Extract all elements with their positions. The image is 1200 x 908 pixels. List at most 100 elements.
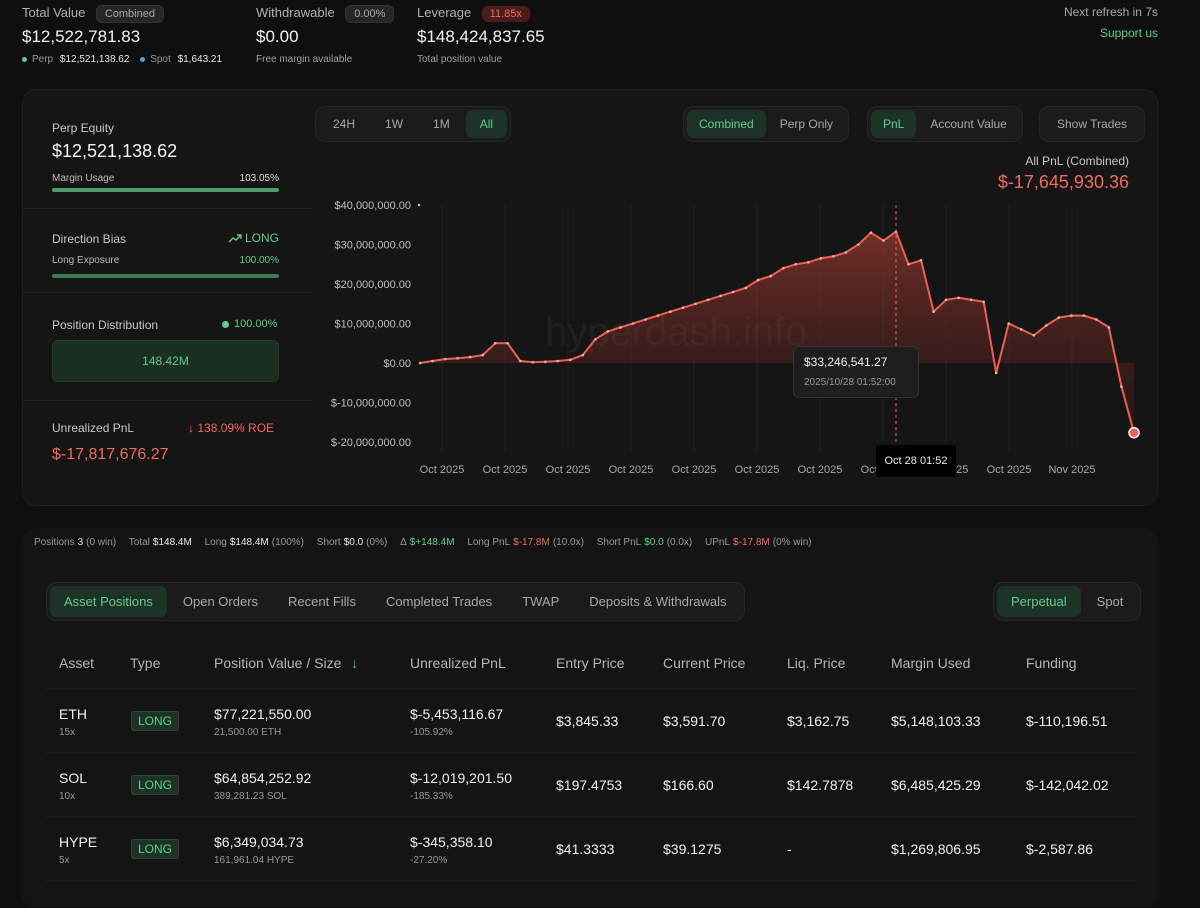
leverage-value: $148,424,837.65 [417,27,545,46]
arrow-down-icon: ↓ [188,421,194,435]
liq-price: - [787,841,792,857]
position-size: 161,961.04 HYPE [214,855,295,866]
range-tab-24h[interactable]: 24H [333,117,356,131]
total-value-label: Total Value [22,5,86,20]
pnl-point [594,338,597,341]
leverage: 15x [59,727,76,738]
table-tab-deposits-withdrawals[interactable]: Deposits & Withdrawals [589,594,727,609]
pnl-point [731,290,735,294]
table-tab-asset-positions[interactable]: Asset Positions [50,586,167,617]
y-tick-label: $0.00 [383,358,411,370]
stat-upnl-value: $-17.8M [733,537,770,548]
col-asset[interactable]: Asset [59,655,95,671]
asset-name: ETH [59,706,87,722]
table-tab-recent-fills[interactable]: Recent Fills [288,594,356,609]
distribution-percent-text: 100.00% [234,318,278,330]
pnl-point [756,278,760,282]
pnl-point [1070,314,1073,317]
metric-tabs: PnL Account Value [867,106,1023,142]
show-trades-button[interactable]: Show Trades [1057,117,1128,131]
pnl-point [819,257,823,260]
unrealized-pnl: $-5,453,116.67 [410,706,504,722]
position-value: $77,221,550.00 [214,706,312,722]
divider [23,208,313,209]
divider [23,400,313,401]
liq-price: $3,162.75 [787,713,850,729]
withdrawable-block: Withdrawable 0.00% [256,4,395,23]
current-pnl-dot [1128,426,1140,439]
direction-bias-label: Direction Bias [52,232,127,246]
pnl-point [681,306,685,310]
roe-value-text: 138.09% ROE [197,421,275,435]
total-value: $12,522,781.83 [22,27,141,46]
sort-down-icon: ↓ [351,655,359,671]
y-tick-label: $20,000,000.00 [335,279,411,291]
pnl-point [669,310,672,313]
perp-equity-label: Perp Equity [52,121,115,135]
table-tab-open-orders[interactable]: Open Orders [182,594,259,609]
pnl-point [1045,324,1048,327]
stat-positions-label: Positions [34,537,75,548]
leverage-label: Leverage [417,5,472,20]
margin-usage-bar [52,188,279,192]
pnl-point [807,260,810,264]
pnl-point [744,286,747,290]
table-tab-twap[interactable]: TWAP [522,594,560,609]
range-tab-1m[interactable]: 1M [433,117,450,131]
pnl-point [481,353,484,357]
pnl-point [456,356,459,360]
range-tab-1w[interactable]: 1W [385,117,404,131]
market-tab-spot[interactable]: Spot [1096,594,1124,609]
pnl-point [1032,334,1036,337]
pnl-point [694,302,697,306]
position-value: $64,854,252.92 [214,770,312,786]
pnl-point [794,262,798,266]
scope-tab-combined[interactable]: Combined [687,110,766,138]
pnl-point [832,255,835,258]
metric-tab-pnl[interactable]: PnL [871,110,917,138]
unrealized-pnl: $-345,358.10 [410,834,493,850]
pnl-point [1057,316,1061,319]
stat-longpnl-value: $-17.8M [513,537,550,548]
y-tick-label: $10,000,000.00 [335,319,411,331]
pnl-point [443,357,447,361]
entry-price: $41.3333 [556,841,615,857]
position-size: 389,281.23 SOL [214,791,287,802]
col-current-price[interactable]: Current Price [663,655,746,671]
col-margin-used[interactable]: Margin Used [891,655,971,671]
col-funding[interactable]: Funding [1026,655,1077,671]
metric-tab-account-value[interactable]: Account Value [930,117,1007,131]
pnl-point [781,266,785,270]
y-tick-label: $30,000,000.00 [335,240,411,252]
stat-total-label: Total [128,537,150,548]
unrealized-pnl-pct: -105.92% [410,727,453,738]
range-tab-all[interactable]: All [465,110,508,138]
table-tab-completed-trades[interactable]: Completed Trades [385,594,493,609]
pnl-point [919,259,923,262]
pnl-point [556,359,560,363]
col-unrealized-pnl[interactable]: Unrealized PnL [410,655,506,671]
pnl-point [706,298,710,302]
col-entry-price[interactable]: Entry Price [556,655,625,671]
combined-badge: Combined [95,5,164,23]
unrealized-pnl-label: Unrealized PnL [52,421,135,435]
scope-tabs: Combined Perp Only [683,106,850,142]
col-liq-price[interactable]: Liq. Price [787,655,846,671]
support-link[interactable]: Support us [1099,26,1158,40]
col-position-value[interactable]: Position Value / Size ↓ [214,655,358,671]
stat-positions-value: 3 [77,537,84,548]
perp-spot-breakdown: Perp $12,521,138.62 Spot $1,643.21 [22,54,222,65]
position-value: $6,349,034.73 [214,834,304,850]
stat-short-note: (0%) [366,537,388,548]
market-tab-perpetual[interactable]: Perpetual [997,586,1081,617]
stat-longpnl-label: Long PnL [467,537,511,548]
margin-used: $1,269,806.95 [891,841,981,857]
x-tick-label: Oct 2025 [483,464,528,476]
long-exposure-value: 100.00% [239,255,279,266]
col-type[interactable]: Type [130,655,161,671]
scope-tab-perp-only[interactable]: Perp Only [779,117,834,131]
positions-stats-strip: Positions 3 (0 win) Total $148.4M Long $148.… [34,537,815,548]
y-tick-label: $-20,000,000.00 [331,437,411,449]
perp-value: $12,521,138.62 [59,54,130,65]
